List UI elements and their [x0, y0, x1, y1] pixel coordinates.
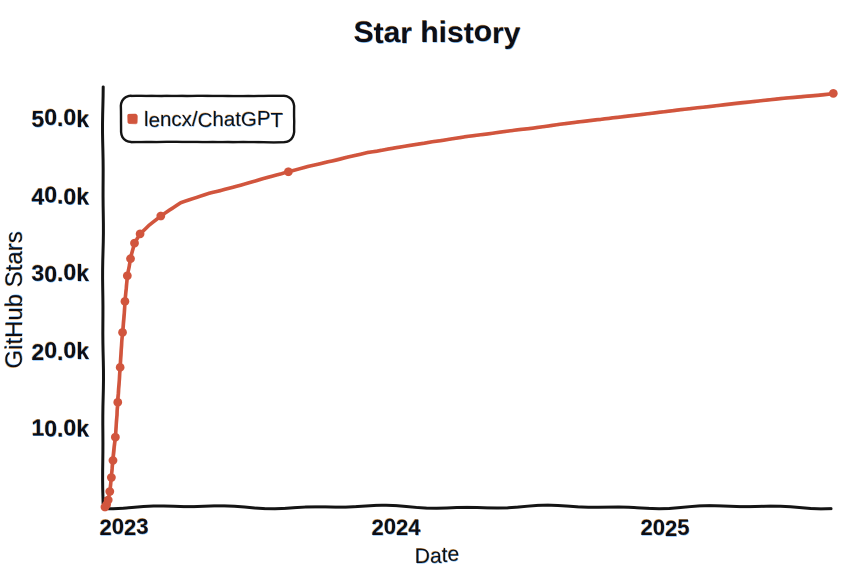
svg-text:50.0k: 50.0k [31, 104, 89, 132]
svg-text:2023: 2023 [100, 514, 149, 540]
svg-text:Star history: Star history [354, 15, 521, 50]
svg-text:Date: Date [415, 543, 459, 568]
svg-text:lencx/ChatGPT: lencx/ChatGPT [144, 107, 284, 132]
svg-text:GitHub Stars: GitHub Stars [1, 231, 28, 368]
svg-text:30.0k: 30.0k [31, 260, 89, 287]
svg-text:2025: 2025 [641, 515, 690, 541]
svg-text:10.0k: 10.0k [31, 415, 89, 442]
svg-text:40.0k: 40.0k [31, 182, 89, 210]
svg-text:2024: 2024 [372, 514, 422, 540]
svg-text:20.0k: 20.0k [31, 337, 89, 365]
